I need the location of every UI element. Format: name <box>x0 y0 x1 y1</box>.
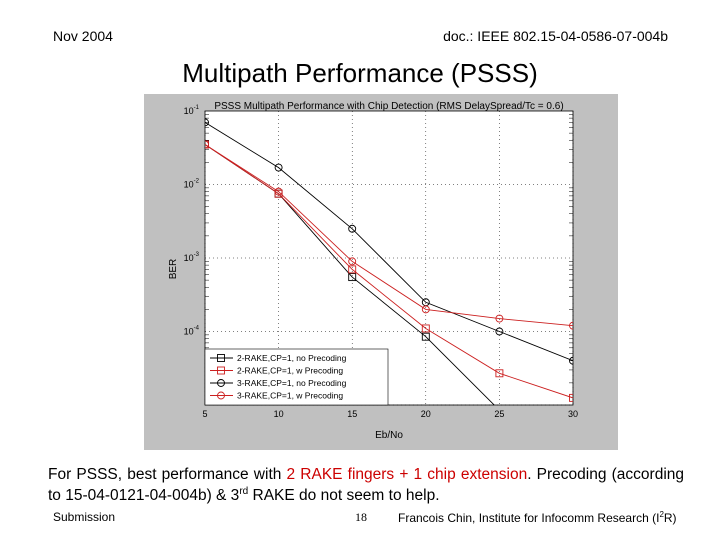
data-point <box>421 305 430 314</box>
author-superscript: 2 <box>659 510 664 519</box>
y-tick-exponent: -1 <box>194 105 200 111</box>
data-point <box>569 321 573 330</box>
data-point <box>274 187 283 196</box>
y-tick-label: 10-2 <box>184 179 200 190</box>
x-tick-label: 5 <box>202 409 207 419</box>
slide-caption: For PSSS, best performance with 2 RAKE f… <box>48 464 684 506</box>
data-point <box>421 332 430 341</box>
footer-author: Francois Chin, Institute for Infocomm Re… <box>398 510 677 525</box>
y-tick-label: 10-1 <box>184 105 200 116</box>
legend-label: 3-RAKE,CP=1, w Precoding <box>237 391 343 401</box>
data-point <box>495 369 504 378</box>
data-point <box>348 224 357 233</box>
series-line <box>205 144 573 327</box>
page-number: 18 <box>355 510 367 524</box>
y-tick-label: 10-3 <box>184 252 200 263</box>
legend-marker <box>217 354 225 362</box>
data-point <box>274 163 283 172</box>
data-point <box>569 393 573 402</box>
chart-title: PSSS Multipath Performance with Chip Det… <box>214 101 563 112</box>
tick-labels: 5 10 15 20 25 30 10-1 10-2 10-3 10-4 <box>184 105 578 419</box>
series-line <box>205 122 573 362</box>
ber-chart: 5 10 15 20 25 30 10-1 10-2 10-3 10-4 PSSS Multipa… <box>144 94 618 450</box>
x-tick-label: 20 <box>421 409 431 419</box>
x-tick-label: 10 <box>274 409 284 419</box>
legend-marker <box>217 391 225 400</box>
caption-text-3: RAKE do not seem to help. <box>248 487 440 504</box>
legend-label: 2-RAKE,CP=1, no Precoding <box>237 353 347 363</box>
y-tick-exponent: -3 <box>194 252 200 258</box>
series-3 <box>205 118 573 365</box>
chart-figure: 5 10 15 20 25 30 10-1 10-2 10-3 10-4 PSSS Multipa… <box>144 94 618 450</box>
caption-highlight: 2 RAKE fingers + 1 chip extension <box>286 466 528 483</box>
x-tick-label: 30 <box>568 409 578 419</box>
caption-text-1: For PSSS, best performance with <box>48 466 287 483</box>
data-point <box>205 118 209 127</box>
legend-label: 2-RAKE,CP=1, w Precoding <box>237 366 343 376</box>
data-point <box>495 327 504 336</box>
legend-label: 3-RAKE,CP=1, no Precoding <box>237 378 347 388</box>
x-tick-label: 15 <box>347 409 357 419</box>
data-point <box>348 265 357 274</box>
data-point <box>569 356 573 365</box>
y-tick-exponent: -4 <box>194 326 200 332</box>
data-point <box>495 314 504 323</box>
data-point <box>348 273 357 282</box>
legend-marker <box>217 366 225 375</box>
series-4 <box>205 140 573 330</box>
series-line <box>205 144 573 399</box>
data-point <box>205 140 209 149</box>
data-point <box>421 324 430 333</box>
legend-marker <box>217 379 225 387</box>
header-doc-id: doc.: IEEE 802.15-04-0586-07-004b <box>443 28 668 44</box>
legend-box <box>204 348 389 406</box>
author-text-2: R) <box>663 511 677 525</box>
header-date: Nov 2004 <box>53 28 113 44</box>
slide-title: Multipath Performance (PSSS) <box>182 58 538 88</box>
legend: 2-RAKE,CP=1, no Precoding 2-RAKE,CP=1, w … <box>204 348 389 406</box>
y-tick-exponent: -2 <box>194 179 200 185</box>
series-group <box>205 118 573 405</box>
y-axis-label: BER <box>168 259 179 280</box>
caption-superscript: rd <box>239 485 249 497</box>
data-point <box>274 189 283 198</box>
footer-submission: Submission <box>53 510 116 524</box>
y-tick-label: 10-4 <box>184 326 200 337</box>
data-point <box>348 257 357 266</box>
author-text-1: Francois Chin, Institute for Infocomm Re… <box>398 511 660 525</box>
caption-text-2: . Precoding (according to 15-04-0121-04-… <box>48 466 684 504</box>
x-axis-label: Eb/No <box>375 430 403 441</box>
x-tick-label: 25 <box>494 409 504 419</box>
